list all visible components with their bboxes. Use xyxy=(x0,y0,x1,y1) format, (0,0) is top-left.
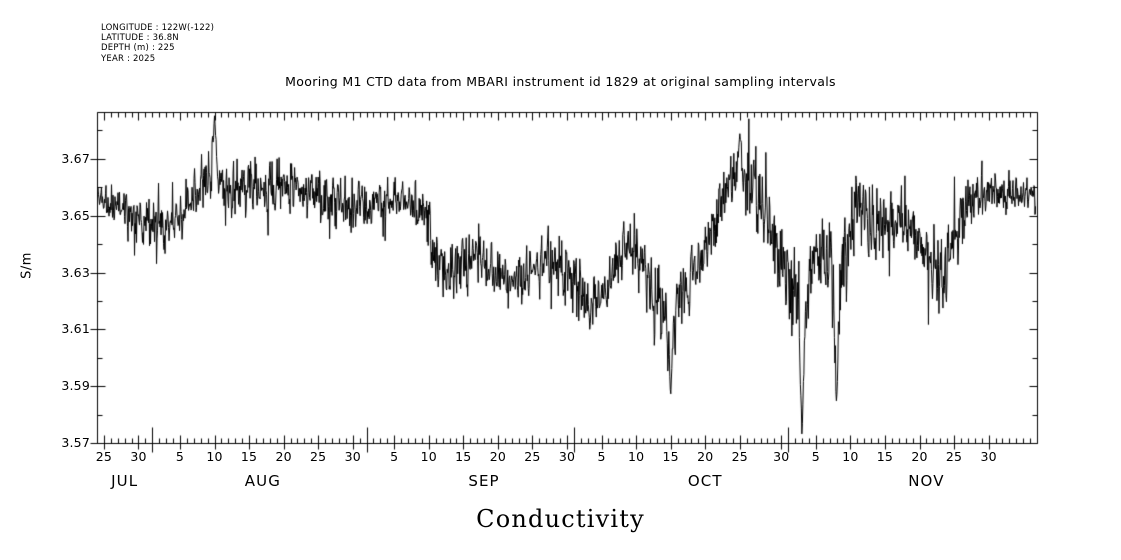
x-tick-label-22: 15 xyxy=(876,449,894,464)
y-tick-label-3.65: 3.65 xyxy=(61,207,90,223)
x-tick-label-3: 10 xyxy=(206,449,223,464)
x-month-label-aug: AUG xyxy=(244,472,281,490)
x-tick-label-9: 10 xyxy=(420,449,437,464)
x-tick-label-13: 30 xyxy=(558,449,576,464)
x-tick-label-7: 30 xyxy=(344,449,361,464)
x-month-label-oct: OCT xyxy=(687,472,723,490)
x-tick-label-1: 30 xyxy=(130,449,147,464)
x-tick-label-5: 20 xyxy=(275,449,292,464)
x-tick-label-20: 5 xyxy=(811,449,820,464)
x-tick-label-8: 5 xyxy=(390,449,399,464)
x-tick-label-0: 25 xyxy=(95,449,113,464)
x-month-label-jul: JUL xyxy=(111,472,139,490)
y-tick-label-3.59: 3.59 xyxy=(61,378,90,394)
x-tick-label-23: 20 xyxy=(911,449,928,464)
y-axis-tick-labels: 3.57 3.59 3.61 3.63 3.65 3.67 xyxy=(38,0,90,560)
x-axis-title: Conductivity xyxy=(476,505,645,533)
x-tick-label-12: 25 xyxy=(524,449,541,464)
x-tick-label-16: 15 xyxy=(662,449,679,464)
x-tick-label-6: 25 xyxy=(310,449,327,464)
x-tick-label-11: 20 xyxy=(489,449,507,464)
x-tick-label-4: 15 xyxy=(240,449,258,464)
x-tick-label-17: 20 xyxy=(697,449,714,464)
x-tick-label-2: 5 xyxy=(175,449,185,464)
x-tick-label-15: 10 xyxy=(627,449,645,464)
x-tick-label-14: 5 xyxy=(597,449,606,464)
x-tick-label-19: 30 xyxy=(773,449,790,464)
x-month-label-nov: NOV xyxy=(908,472,945,490)
y-tick-label-3.57: 3.57 xyxy=(61,435,90,450)
x-tick-label-21: 10 xyxy=(842,449,859,464)
x-tick-label-10: 15 xyxy=(455,449,472,464)
x-tick-label-24: 25 xyxy=(945,449,963,464)
y-tick-label-3.61: 3.61 xyxy=(61,321,90,337)
y-tick-label-3.63: 3.63 xyxy=(61,264,90,280)
x-tick-label-18: 25 xyxy=(731,449,748,464)
y-tick-label-3.67: 3.67 xyxy=(61,150,90,166)
x-tick-label-25: 30 xyxy=(980,449,997,464)
x-month-label-sep: SEP xyxy=(468,472,500,490)
